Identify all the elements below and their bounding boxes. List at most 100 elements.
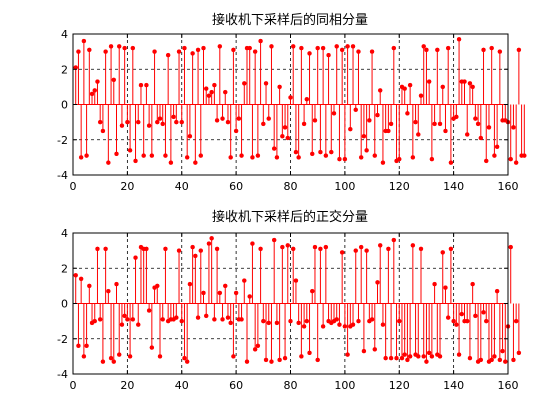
stem-point	[206, 93, 212, 98]
stem-point	[198, 153, 204, 158]
stem-point	[301, 324, 307, 329]
stem-point	[76, 343, 81, 349]
stem-point	[391, 45, 397, 51]
stem-point	[402, 86, 407, 91]
stem-point	[320, 324, 326, 329]
stem-point	[421, 354, 426, 359]
stem-point	[122, 45, 127, 51]
stem-point	[225, 315, 231, 320]
stem-point	[184, 155, 190, 160]
stem-point	[209, 236, 214, 241]
stem-point	[380, 160, 386, 165]
stem-point	[478, 357, 484, 363]
stem-point	[307, 350, 312, 356]
stem-point	[337, 156, 342, 162]
stem-point	[307, 51, 312, 56]
stem-point	[106, 288, 111, 294]
stem-point	[315, 45, 320, 51]
stem-point	[127, 354, 133, 359]
stem-point	[187, 281, 193, 287]
stem-point	[242, 278, 247, 283]
stem-point	[464, 132, 470, 137]
stem-point	[364, 248, 369, 253]
stem-point	[383, 355, 388, 361]
stem-point	[179, 119, 184, 125]
stem-point	[432, 121, 437, 127]
stem-point	[225, 119, 231, 125]
stem-point	[522, 153, 527, 158]
stem-point	[73, 273, 78, 278]
stem-point	[282, 125, 288, 130]
stem-point	[391, 237, 397, 243]
stem-point	[214, 246, 220, 252]
stem-point	[350, 44, 356, 49]
stem-point	[470, 281, 475, 287]
stem-point	[459, 311, 465, 317]
stem-point	[125, 317, 130, 322]
stem-point	[239, 317, 244, 322]
stem-point	[97, 119, 103, 125]
x-tick-label: 40	[175, 379, 189, 392]
stem-point	[233, 290, 239, 296]
stem-point	[203, 86, 209, 91]
stem-point	[250, 155, 255, 160]
y-tick-label: 0	[61, 298, 68, 311]
stem-point	[190, 51, 195, 56]
stem-point	[386, 128, 391, 134]
stem-point	[342, 324, 348, 329]
stem-point	[155, 119, 160, 125]
stem-point	[426, 350, 432, 356]
x-tick-label: 160	[498, 379, 519, 392]
stem-point	[473, 313, 478, 319]
stem-point	[437, 354, 443, 359]
stem-point	[451, 318, 456, 324]
stem-point	[106, 160, 111, 165]
stem-point	[345, 44, 350, 49]
stem-point	[440, 250, 445, 255]
stem-point	[212, 82, 217, 88]
stem-point	[228, 155, 233, 160]
stem-point	[127, 148, 133, 153]
stem-point	[277, 84, 282, 90]
stem-point	[155, 283, 160, 289]
stem-point	[380, 322, 386, 327]
stem-point	[339, 250, 345, 255]
stem-point	[497, 357, 503, 363]
stem-point	[157, 116, 163, 121]
stem-point	[223, 283, 228, 289]
stem-point	[334, 44, 339, 49]
stem-point	[103, 49, 108, 54]
stem-point	[220, 116, 225, 121]
stem-point	[119, 123, 125, 128]
stem-point	[136, 322, 141, 327]
x-tick-label: 0	[70, 180, 77, 193]
stem-point	[394, 355, 399, 361]
stem-point	[190, 244, 195, 250]
stem-point	[456, 37, 462, 42]
stem-point	[269, 44, 274, 49]
stem-point	[174, 119, 179, 125]
stem-point	[220, 317, 225, 322]
stem-point	[160, 121, 165, 127]
stem-point	[247, 45, 252, 51]
stem-point	[310, 151, 315, 157]
stem-point	[367, 118, 372, 123]
stem-point	[445, 315, 451, 320]
stem-point	[95, 246, 100, 252]
stem-point	[116, 352, 122, 357]
stem-point	[261, 318, 266, 324]
stem-point	[111, 359, 117, 364]
stem-point	[209, 89, 214, 95]
stem-point	[429, 354, 435, 359]
stem-point	[146, 123, 152, 128]
stem-point	[193, 160, 198, 165]
stem-point	[206, 241, 212, 246]
stem-point	[388, 121, 394, 127]
stem-point	[193, 253, 198, 259]
stem-point	[369, 49, 375, 54]
x-tick-label: 80	[284, 180, 298, 193]
stem-point	[258, 38, 263, 44]
stem-point	[133, 158, 138, 164]
stem-point	[326, 52, 331, 58]
